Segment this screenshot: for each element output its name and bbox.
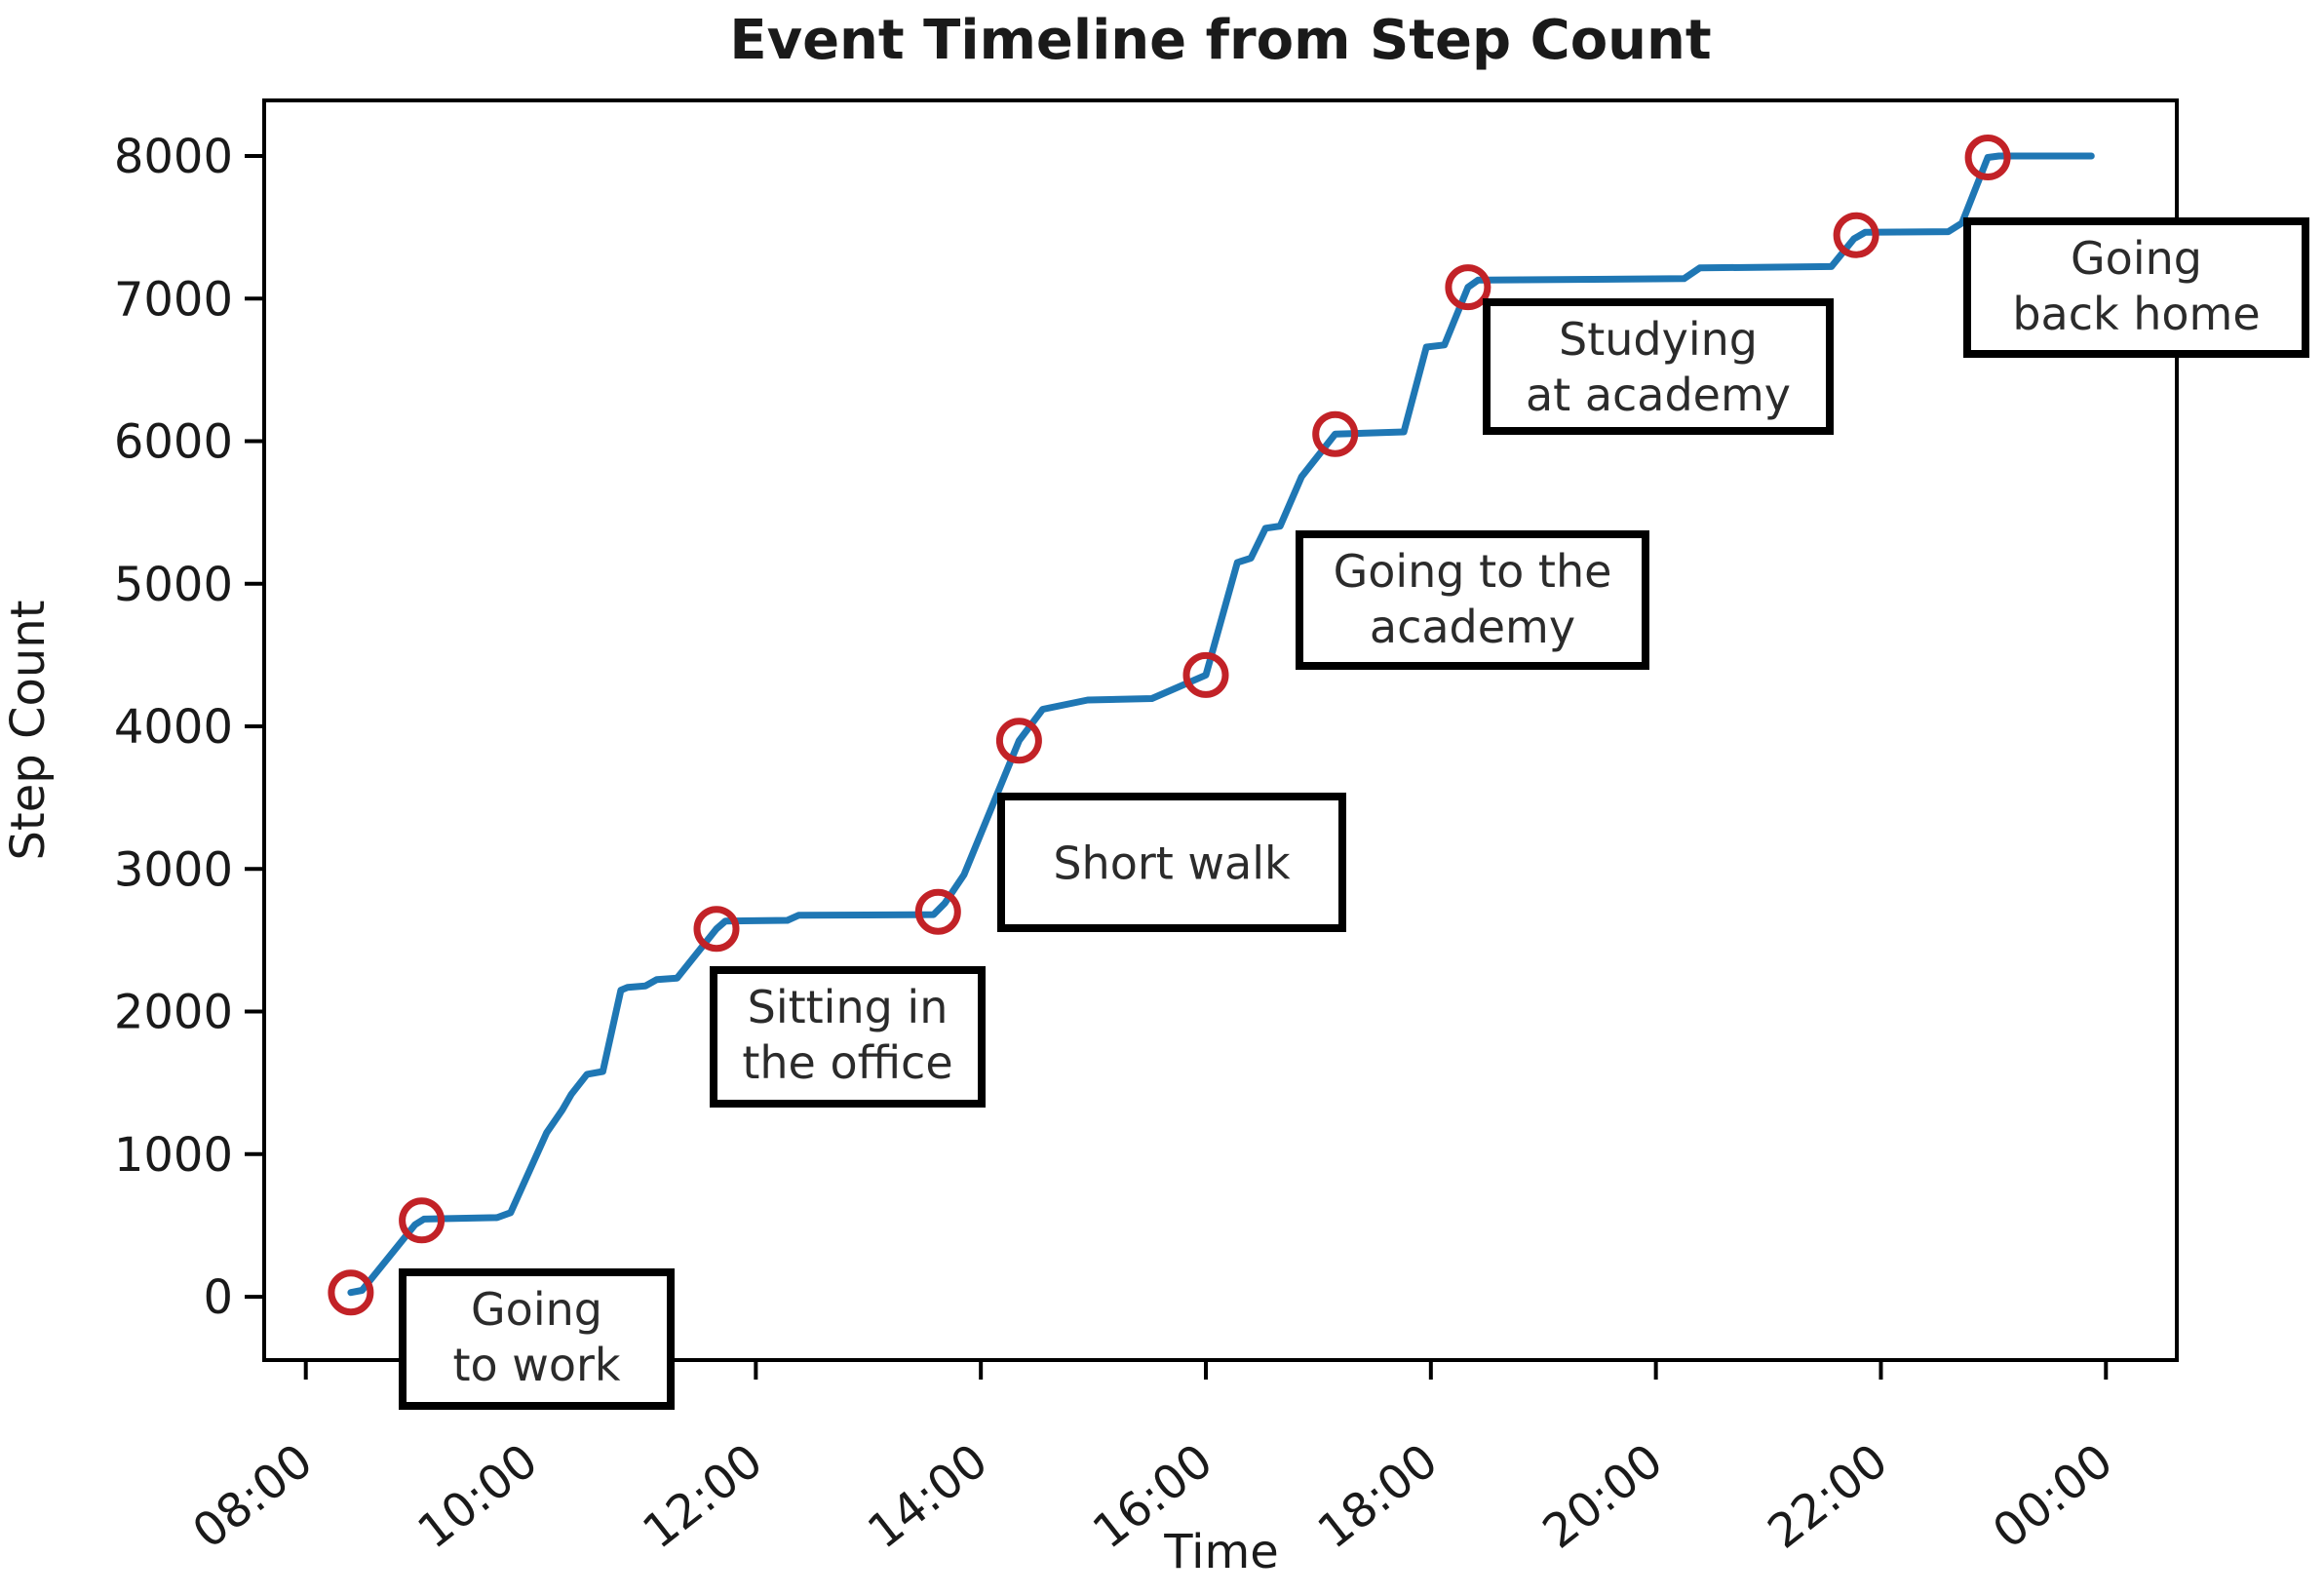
event-marker [1964, 135, 2011, 180]
event-marker [995, 718, 1042, 764]
x-tick-label: 12:00 [633, 1433, 772, 1559]
event-label-text: Short walk [1053, 837, 1291, 890]
event-marker [1445, 264, 1491, 311]
event-label-box [1963, 217, 2309, 358]
y-tick-label: 5000 [114, 558, 233, 612]
event-marker [328, 1269, 374, 1316]
y-tick-label: 7000 [114, 272, 233, 327]
event-label-text: Going [2071, 232, 2202, 285]
y-tick-label: 8000 [114, 130, 233, 184]
x-tick-label: 22:00 [1758, 1433, 1897, 1559]
y-tick-label: 6000 [114, 415, 233, 470]
x-tick-label: 18:00 [1308, 1433, 1448, 1559]
event-label-text: academy [1370, 601, 1575, 653]
plot-frame [262, 98, 2179, 1362]
x-tick-label: 20:00 [1533, 1433, 1673, 1559]
x-tick-label: 00:00 [1983, 1433, 2122, 1559]
event-label-text: Sitting in [748, 981, 949, 1033]
event-label-text: Going to the [1334, 545, 1612, 598]
event-marker [1312, 410, 1359, 457]
y-tick-label: 4000 [114, 700, 233, 755]
event-label-text: Studying [1559, 313, 1758, 366]
event-label-box [1296, 530, 1649, 670]
y-tick-label: 3000 [114, 842, 233, 897]
event-label-text: back home [2012, 288, 2260, 340]
event-marker [399, 1197, 445, 1244]
event-label-text: to work [452, 1339, 620, 1391]
event-marker [1182, 651, 1229, 698]
x-tick-label: 08:00 [183, 1433, 323, 1559]
step-count-line [347, 152, 2095, 1297]
chart-title: Event Timeline from Step Count [729, 9, 1711, 72]
x-tick-label: 10:00 [407, 1433, 547, 1559]
event-marker [1833, 212, 1879, 258]
x-tick-label: 14:00 [858, 1433, 997, 1559]
chart-root: 0 1000 2000 3000 4000 5000 6000 7000 8000 08:00 10… [114, 98, 2309, 1560]
event-label-text: at academy [1526, 369, 1791, 421]
event-label-box [997, 793, 1346, 932]
y-axis-label: Step Count [1, 600, 56, 860]
event-label-box [399, 1268, 675, 1410]
event-label-box [1483, 298, 1834, 435]
y-tick-label: 0 [203, 1270, 233, 1325]
event-marker [914, 888, 961, 935]
event-label-text: Going [471, 1283, 602, 1336]
event-label-box [710, 966, 986, 1108]
event-marker [693, 906, 740, 953]
x-axis-label: Time [1163, 1525, 1278, 1579]
event-label-text: the office [742, 1036, 952, 1089]
y-tick-label: 2000 [114, 986, 233, 1040]
y-tick-label: 1000 [114, 1128, 233, 1183]
